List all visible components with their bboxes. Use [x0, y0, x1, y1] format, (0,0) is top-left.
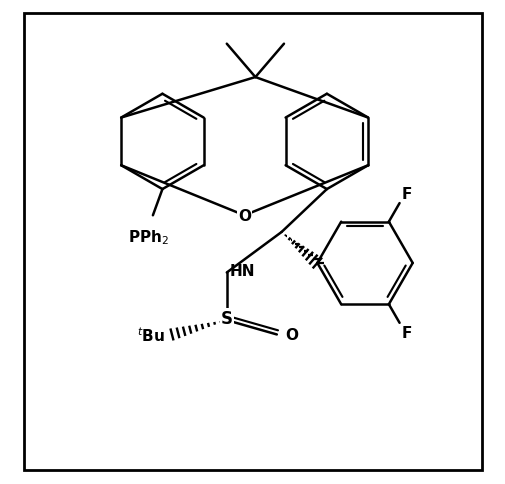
Text: S: S: [220, 309, 232, 327]
Text: $^t$Bu: $^t$Bu: [136, 325, 165, 344]
Text: O: O: [237, 208, 250, 223]
Text: O: O: [285, 327, 298, 342]
Bar: [24, 14, 481, 470]
Text: PPh$_2$: PPh$_2$: [127, 228, 168, 246]
Text: F: F: [401, 186, 412, 201]
Text: HN: HN: [229, 263, 254, 278]
Text: F: F: [401, 326, 412, 340]
